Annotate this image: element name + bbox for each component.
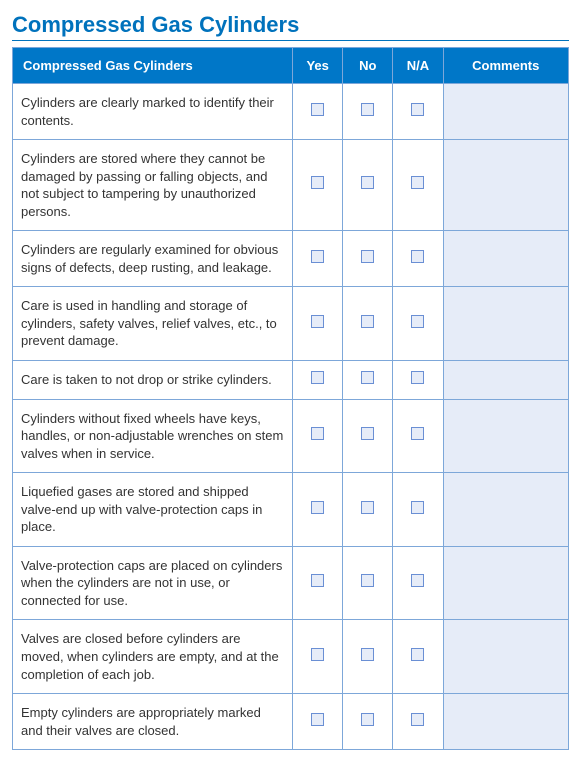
yes-cell	[293, 546, 343, 620]
no-checkbox[interactable]	[361, 103, 374, 116]
na-cell	[393, 287, 443, 361]
yes-cell	[293, 140, 343, 231]
no-checkbox[interactable]	[361, 371, 374, 384]
col-header-no: No	[343, 48, 393, 84]
na-checkbox[interactable]	[411, 501, 424, 514]
na-cell	[393, 694, 443, 750]
item-text: Cylinders are clearly marked to identify…	[13, 84, 293, 140]
table-row: Liquefied gases are stored and shipped v…	[13, 473, 569, 547]
yes-cell	[293, 231, 343, 287]
na-cell	[393, 473, 443, 547]
no-cell	[343, 694, 393, 750]
na-cell	[393, 399, 443, 473]
no-cell	[343, 620, 393, 694]
na-checkbox[interactable]	[411, 103, 424, 116]
col-header-yes: Yes	[293, 48, 343, 84]
comments-cell[interactable]	[443, 140, 568, 231]
no-cell	[343, 473, 393, 547]
na-checkbox[interactable]	[411, 315, 424, 328]
yes-cell	[293, 287, 343, 361]
item-text: Valve-protection caps are placed on cyli…	[13, 546, 293, 620]
comments-cell[interactable]	[443, 231, 568, 287]
yes-checkbox[interactable]	[311, 648, 324, 661]
col-header-comments: Comments	[443, 48, 568, 84]
yes-checkbox[interactable]	[311, 176, 324, 189]
no-checkbox[interactable]	[361, 501, 374, 514]
na-cell	[393, 620, 443, 694]
na-checkbox[interactable]	[411, 176, 424, 189]
col-header-na: N/A	[393, 48, 443, 84]
no-cell	[343, 399, 393, 473]
section-title: Compressed Gas Cylinders	[12, 12, 569, 41]
col-header-item: Compressed Gas Cylinders	[13, 48, 293, 84]
table-row: Cylinders are regularly examined for obv…	[13, 231, 569, 287]
yes-checkbox[interactable]	[311, 103, 324, 116]
no-cell	[343, 84, 393, 140]
comments-cell[interactable]	[443, 694, 568, 750]
na-cell	[393, 546, 443, 620]
table-row: Care is used in handling and storage of …	[13, 287, 569, 361]
na-cell	[393, 361, 443, 400]
no-checkbox[interactable]	[361, 176, 374, 189]
yes-checkbox[interactable]	[311, 501, 324, 514]
table-row: Cylinders are stored where they cannot b…	[13, 140, 569, 231]
comments-cell[interactable]	[443, 287, 568, 361]
na-checkbox[interactable]	[411, 427, 424, 440]
table-row: Cylinders are clearly marked to identify…	[13, 84, 569, 140]
no-checkbox[interactable]	[361, 713, 374, 726]
comments-cell[interactable]	[443, 620, 568, 694]
yes-checkbox[interactable]	[311, 371, 324, 384]
na-checkbox[interactable]	[411, 371, 424, 384]
table-row: Valve-protection caps are placed on cyli…	[13, 546, 569, 620]
yes-cell	[293, 84, 343, 140]
no-cell	[343, 361, 393, 400]
yes-cell	[293, 361, 343, 400]
yes-checkbox[interactable]	[311, 250, 324, 263]
na-checkbox[interactable]	[411, 713, 424, 726]
item-text: Care is used in handling and storage of …	[13, 287, 293, 361]
yes-checkbox[interactable]	[311, 315, 324, 328]
no-cell	[343, 546, 393, 620]
item-text: Care is taken to not drop or strike cyli…	[13, 361, 293, 400]
no-checkbox[interactable]	[361, 427, 374, 440]
na-checkbox[interactable]	[411, 648, 424, 661]
comments-cell[interactable]	[443, 546, 568, 620]
na-cell	[393, 231, 443, 287]
no-checkbox[interactable]	[361, 648, 374, 661]
yes-cell	[293, 399, 343, 473]
yes-cell	[293, 620, 343, 694]
na-cell	[393, 84, 443, 140]
item-text: Liquefied gases are stored and shipped v…	[13, 473, 293, 547]
comments-cell[interactable]	[443, 399, 568, 473]
no-cell	[343, 231, 393, 287]
table-header-row: Compressed Gas Cylinders Yes No N/A Comm…	[13, 48, 569, 84]
no-checkbox[interactable]	[361, 574, 374, 587]
na-checkbox[interactable]	[411, 574, 424, 587]
na-cell	[393, 140, 443, 231]
item-text: Valves are closed before cylinders are m…	[13, 620, 293, 694]
yes-cell	[293, 694, 343, 750]
table-row: Cylinders without fixed wheels have keys…	[13, 399, 569, 473]
comments-cell[interactable]	[443, 84, 568, 140]
no-cell	[343, 287, 393, 361]
yes-checkbox[interactable]	[311, 427, 324, 440]
yes-cell	[293, 473, 343, 547]
table-row: Empty cylinders are appropriately marked…	[13, 694, 569, 750]
no-checkbox[interactable]	[361, 250, 374, 263]
item-text: Cylinders are stored where they cannot b…	[13, 140, 293, 231]
no-checkbox[interactable]	[361, 315, 374, 328]
table-row: Valves are closed before cylinders are m…	[13, 620, 569, 694]
comments-cell[interactable]	[443, 361, 568, 400]
no-cell	[343, 140, 393, 231]
yes-checkbox[interactable]	[311, 713, 324, 726]
yes-checkbox[interactable]	[311, 574, 324, 587]
item-text: Cylinders without fixed wheels have keys…	[13, 399, 293, 473]
table-row: Care is taken to not drop or strike cyli…	[13, 361, 569, 400]
comments-cell[interactable]	[443, 473, 568, 547]
item-text: Empty cylinders are appropriately marked…	[13, 694, 293, 750]
checklist-table: Compressed Gas Cylinders Yes No N/A Comm…	[12, 47, 569, 750]
item-text: Cylinders are regularly examined for obv…	[13, 231, 293, 287]
na-checkbox[interactable]	[411, 250, 424, 263]
